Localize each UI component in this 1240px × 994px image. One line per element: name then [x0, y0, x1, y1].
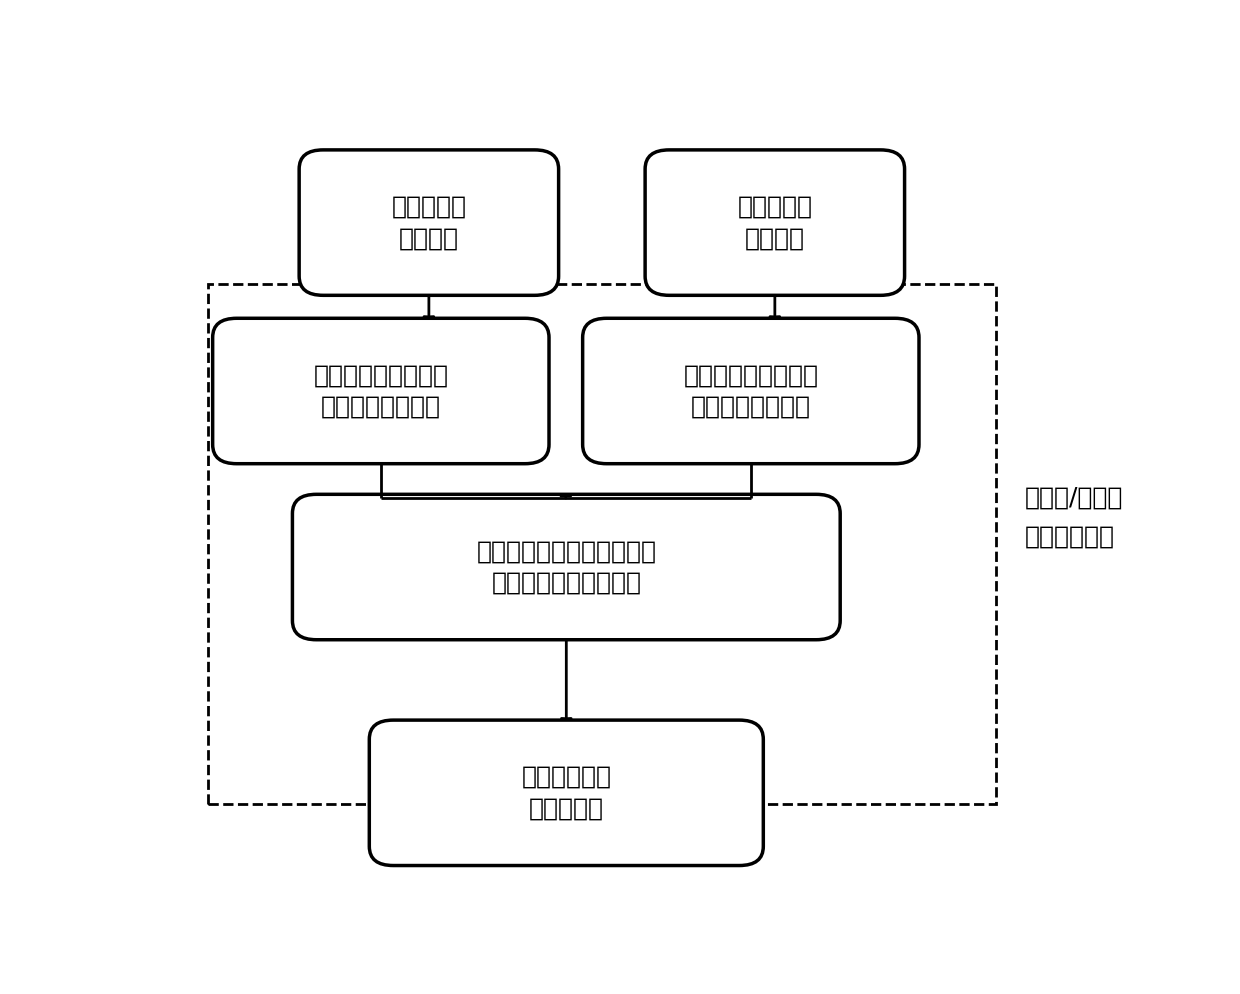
FancyBboxPatch shape	[299, 150, 559, 295]
FancyBboxPatch shape	[370, 720, 764, 866]
Text: 通过空频特征融合子网络融
合频域和空间纹理特征: 通过空频特征融合子网络融 合频域和空间纹理特征	[476, 539, 656, 594]
FancyBboxPatch shape	[293, 494, 841, 640]
Text: 通过密集残差子网络
提取空间纹理特征: 通过密集残差子网络 提取空间纹理特征	[683, 363, 818, 418]
Text: 通过密集残差子网络
提取频域纹理特征: 通过密集残差子网络 提取频域纹理特征	[314, 363, 449, 418]
FancyBboxPatch shape	[645, 150, 905, 295]
Text: 生成超分辨率
高光谱图像: 生成超分辨率 高光谱图像	[521, 765, 611, 821]
Bar	[208, 284, 996, 804]
FancyBboxPatch shape	[213, 318, 549, 463]
Text: 低分辨率高
光谱图像: 低分辨率高 光谱图像	[392, 195, 466, 250]
Text: 高分辨率多
光谱图像: 高分辨率多 光谱图像	[738, 195, 812, 250]
FancyBboxPatch shape	[583, 318, 919, 463]
Text: 高光谱/多光谱
图像融合网络: 高光谱/多光谱 图像融合网络	[1024, 486, 1123, 549]
